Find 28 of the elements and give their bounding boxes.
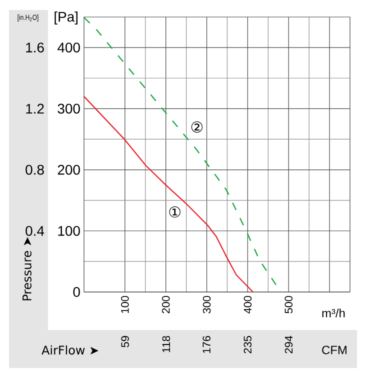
y-tick-label: 400 (58, 42, 80, 52)
x-tick-label: 200 (162, 296, 170, 314)
y-tick-label: 0 (73, 287, 80, 297)
y2-tick-label: 0.4 (26, 226, 44, 236)
x-tick-label: 100 (121, 296, 129, 313)
x-tick-label: 500 (284, 296, 292, 314)
annotation: ② (191, 121, 203, 133)
line-series (83, 96, 254, 293)
annotation: ① (169, 206, 180, 218)
x2-tick-label: 59 (121, 336, 129, 348)
y2-tick-label: 1.6 (26, 42, 44, 52)
x2-tick-label: 118 (162, 336, 170, 352)
x-axis-title: m³/h (322, 308, 345, 318)
y-axis-title: [Pa] (54, 11, 78, 24)
x2-axis-title: CFM (322, 346, 346, 354)
x-tick-label: 400 (244, 296, 252, 314)
y2-tick-label: 0.8 (26, 164, 44, 175)
x2-tick-label: 235 (244, 336, 252, 354)
x-tick-label: 300 (202, 296, 211, 314)
line-series (83, 17, 278, 288)
text: AirFlow ➤ (42, 345, 98, 355)
x2-tick-label: 176 (202, 336, 210, 353)
x2-tick-label: 294 (284, 336, 293, 354)
y-tick-label: 300 (58, 104, 80, 114)
text: Pressure ➤ (22, 237, 32, 300)
y-tick-label: 200 (58, 164, 80, 175)
y-tick-label: 100 (58, 226, 80, 236)
y2-tick-label: 1.2 (26, 104, 44, 114)
